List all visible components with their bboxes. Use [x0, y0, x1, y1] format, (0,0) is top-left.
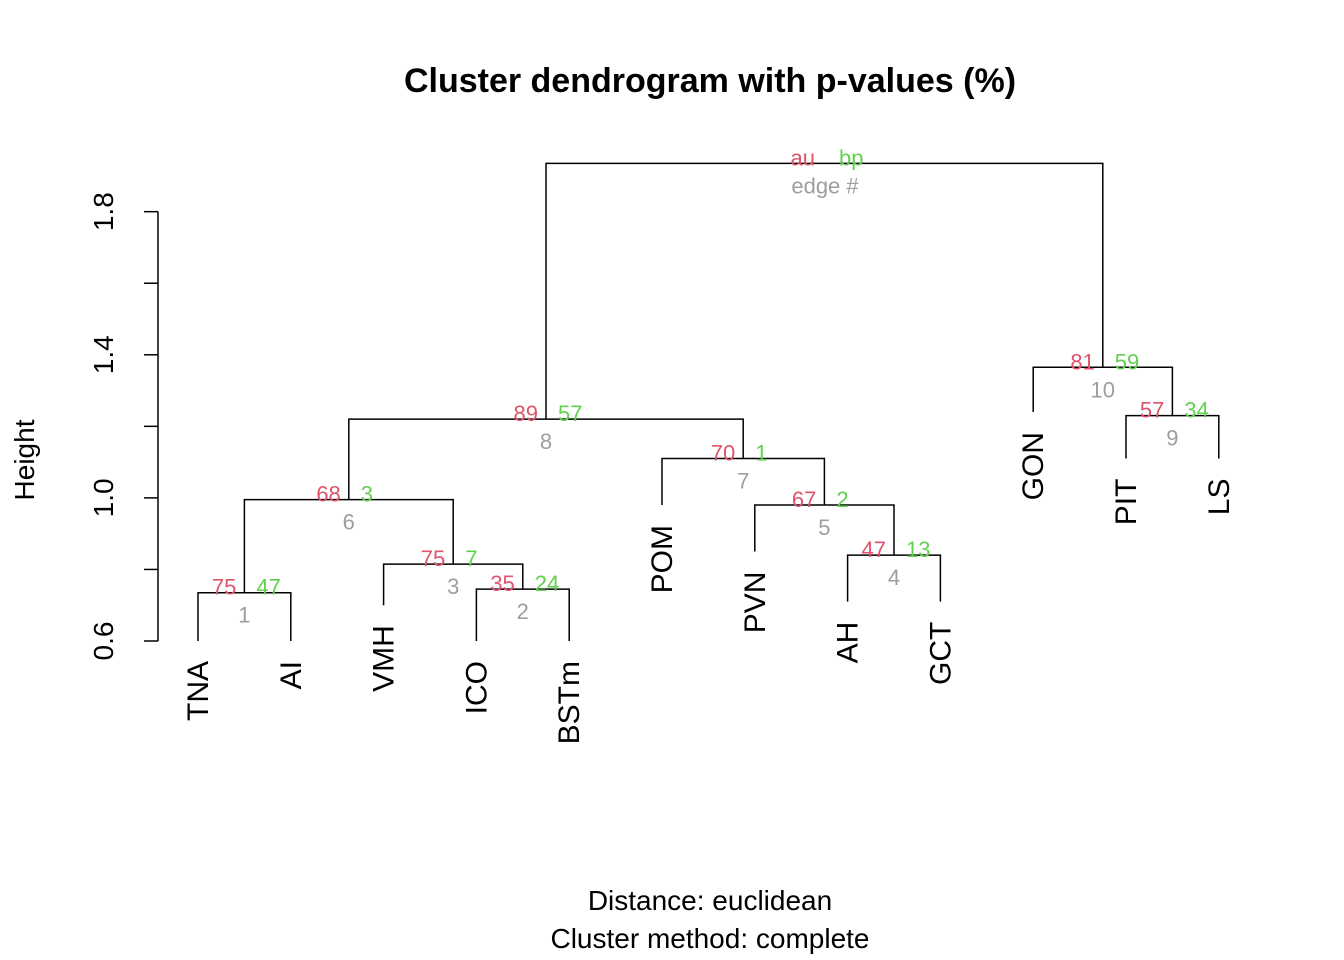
edge-number: 1: [238, 603, 250, 628]
au-value: 35: [490, 571, 514, 596]
au-value: 70: [711, 441, 735, 466]
leaf-label: AI: [275, 661, 308, 689]
edge-legend: edge #: [791, 173, 859, 198]
bp-value: 2: [836, 487, 848, 512]
au-value: 75: [421, 546, 445, 571]
dendrogram-branches: [197, 162, 1220, 641]
bp-value: 24: [535, 571, 559, 596]
y-tick-label: 0.6: [88, 622, 119, 661]
merge-branch: [545, 162, 1104, 420]
au-value: 68: [316, 482, 340, 507]
bp-value: 13: [906, 537, 930, 562]
bp-value: 7: [465, 546, 477, 571]
bp-value: 34: [1184, 398, 1208, 423]
bp-legend: bp: [839, 145, 863, 170]
leaf-label: PIT: [1110, 479, 1143, 526]
edge-number: 5: [818, 515, 830, 540]
y-tick-label: 1.0: [88, 478, 119, 517]
method-subtitle: Cluster method: complete: [550, 923, 869, 954]
au-value: 67: [792, 487, 816, 512]
leaf-label: POM: [646, 525, 679, 593]
au-value: 81: [1070, 349, 1094, 374]
y-axis: 0.6 1.0 1.4 1.8: [88, 192, 159, 661]
y-tick-label: 1.4: [88, 335, 119, 374]
edge-number: 6: [343, 510, 355, 535]
edge-number: 2: [517, 599, 529, 624]
bp-value: 1: [755, 441, 767, 466]
edge-number: 8: [540, 429, 552, 454]
au-value: 57: [1140, 398, 1164, 423]
bp-value: 47: [256, 575, 280, 600]
leaf-label: TNA: [182, 661, 215, 721]
leaf-label: AH: [832, 622, 865, 664]
edge-number: 10: [1091, 377, 1115, 402]
edge-number: 7: [737, 469, 749, 494]
bp-value: 59: [1115, 349, 1139, 374]
leaf-label: ICO: [460, 661, 493, 714]
au-legend: au: [791, 145, 815, 170]
leaf-label: LS: [1203, 479, 1236, 516]
leaf-label: BSTm: [553, 661, 586, 744]
edge-number: 9: [1166, 426, 1178, 451]
au-value: 89: [514, 401, 538, 426]
edge-number: 4: [888, 565, 900, 590]
leaf-label: GCT: [924, 622, 957, 685]
leaf-label: VMH: [368, 625, 401, 692]
distance-subtitle: Distance: euclidean: [588, 885, 832, 916]
chart-title: Cluster dendrogram with p-values (%): [404, 62, 1016, 100]
leaf-labels: TNA AI VMH ICO BSTm POM PVN AH GCT GON PIT LS: [182, 432, 1236, 744]
au-value: 47: [862, 537, 886, 562]
leaf-label: PVN: [739, 572, 772, 634]
y-tick-label: 1.8: [88, 192, 119, 231]
leaf-label: GON: [1017, 432, 1050, 500]
edge-number: 3: [447, 574, 459, 599]
y-axis-label: Height: [9, 419, 40, 500]
bp-value: 57: [558, 401, 582, 426]
au-value: 75: [212, 575, 236, 600]
bp-value: 3: [361, 482, 373, 507]
